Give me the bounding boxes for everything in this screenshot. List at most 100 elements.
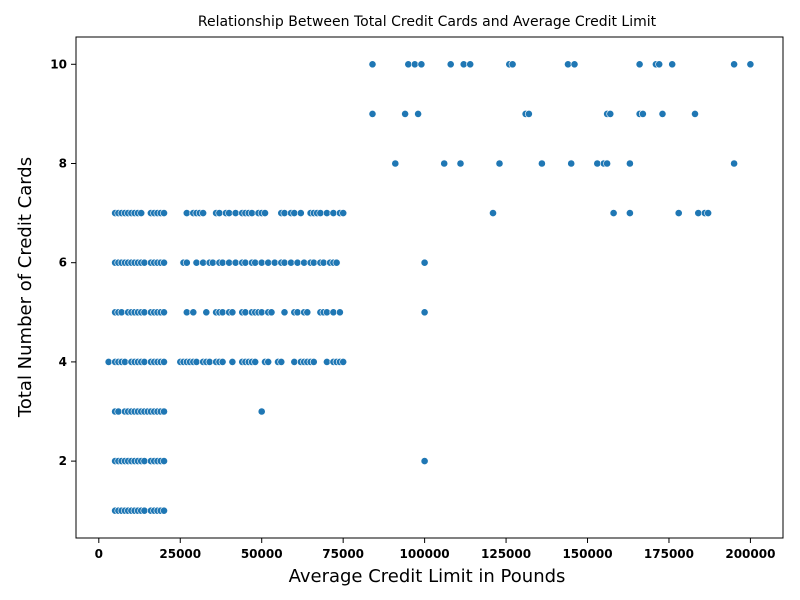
data-point <box>570 60 579 69</box>
y-tick-label: 10 <box>50 57 67 71</box>
data-point <box>319 258 328 267</box>
data-point <box>414 110 422 118</box>
data-point <box>114 407 123 416</box>
data-point <box>606 110 615 118</box>
data-point <box>440 159 449 168</box>
data-point <box>257 407 266 416</box>
y-axis-label: Total Number of Credit Cards <box>15 157 36 418</box>
data-point <box>446 60 455 69</box>
data-point <box>459 60 468 69</box>
data-point <box>199 209 207 217</box>
data-point <box>674 209 683 217</box>
data-point <box>332 258 341 267</box>
data-point <box>293 308 302 317</box>
data-point <box>104 357 113 366</box>
data-points <box>104 60 755 515</box>
data-point <box>293 258 302 267</box>
y-tick-label: 6 <box>59 256 67 270</box>
data-point <box>267 308 276 317</box>
data-point <box>290 357 299 366</box>
data-point <box>218 308 227 317</box>
data-point <box>626 209 634 217</box>
data-point <box>280 308 289 317</box>
data-point <box>280 209 289 217</box>
data-point <box>218 357 227 366</box>
data-point <box>225 209 233 217</box>
data-point <box>456 159 465 168</box>
data-point <box>420 258 429 267</box>
data-point <box>525 110 533 118</box>
data-point <box>137 209 146 217</box>
chart-title: Relationship Between Total Credit Cards … <box>198 14 657 30</box>
x-tick-label: 200000 <box>725 547 775 561</box>
data-point <box>251 357 260 366</box>
data-point <box>264 258 273 267</box>
data-point <box>208 258 217 267</box>
data-point <box>290 209 299 217</box>
data-point <box>730 159 738 168</box>
data-point <box>564 60 572 69</box>
data-point <box>508 60 517 69</box>
x-tick-label: 25000 <box>159 547 201 561</box>
data-point <box>182 308 191 317</box>
data-point <box>140 308 149 317</box>
x-tick-label: 100000 <box>400 547 450 561</box>
data-point <box>746 60 755 69</box>
data-point <box>257 258 266 267</box>
data-point <box>228 308 237 317</box>
x-axis-label: Average Credit Limit in Pounds <box>289 566 566 587</box>
data-point <box>489 209 497 217</box>
data-point <box>322 357 331 366</box>
x-tick-label: 50000 <box>241 547 283 561</box>
data-point <box>140 506 149 515</box>
data-point <box>691 110 699 118</box>
data-point <box>300 258 308 267</box>
data-point <box>192 258 201 267</box>
data-point <box>339 357 348 366</box>
data-point <box>251 258 260 267</box>
data-point <box>309 357 318 366</box>
data-point <box>270 258 279 267</box>
data-point <box>730 60 738 69</box>
data-point <box>205 357 214 366</box>
data-point <box>160 258 168 267</box>
data-point <box>182 258 191 267</box>
data-point <box>140 457 149 465</box>
data-point <box>391 159 400 168</box>
data-point <box>609 209 618 217</box>
x-axis-ticks: 0 25000 50000 75000 100000 125000 150000 175000… <box>95 538 775 561</box>
plot-frame <box>75 36 784 539</box>
data-point <box>160 506 168 515</box>
y-tick-label: 8 <box>59 156 67 170</box>
data-point <box>264 357 273 366</box>
data-point <box>420 308 429 317</box>
data-point <box>538 159 546 168</box>
data-point <box>368 110 377 118</box>
y-tick-label: 2 <box>59 454 67 468</box>
data-point <box>160 357 168 366</box>
data-point <box>303 308 312 317</box>
data-point <box>218 258 227 267</box>
data-point <box>121 357 129 366</box>
data-point <box>192 357 201 366</box>
x-tick-label: 0 <box>95 547 103 561</box>
data-point <box>160 457 168 465</box>
data-point <box>316 209 325 217</box>
data-point <box>335 308 344 317</box>
data-point <box>160 209 168 217</box>
data-point <box>247 209 256 217</box>
data-point <box>626 159 634 168</box>
data-point <box>228 357 237 366</box>
data-point <box>668 60 677 69</box>
data-point <box>215 209 224 217</box>
data-point <box>694 209 703 217</box>
data-point <box>322 308 331 317</box>
data-point <box>257 308 266 317</box>
data-point <box>639 110 647 118</box>
data-point <box>655 60 664 69</box>
data-point <box>241 308 250 317</box>
data-point <box>296 209 305 217</box>
data-point <box>329 209 338 217</box>
data-point <box>322 209 331 217</box>
data-point <box>287 258 295 267</box>
